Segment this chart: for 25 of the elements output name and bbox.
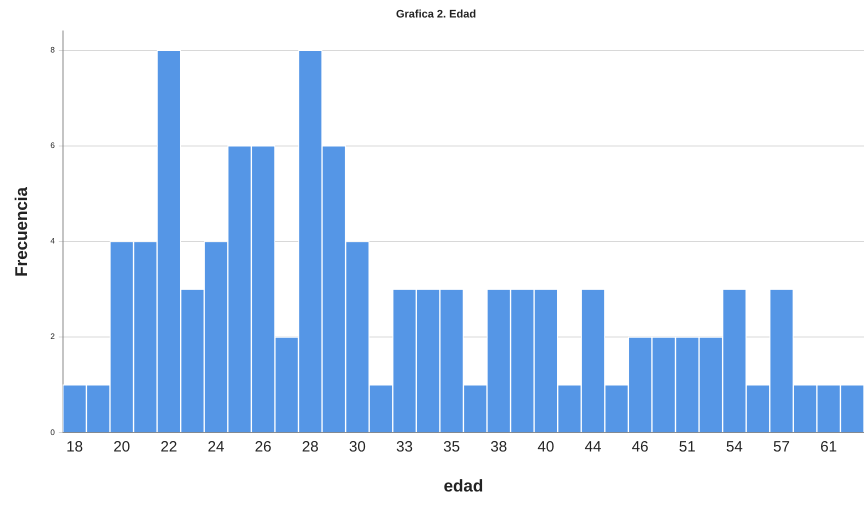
x-tick-label: 54 [726, 438, 743, 456]
x-tick-label: 33 [396, 438, 413, 456]
y-tick-label: 4 [50, 236, 56, 246]
x-tick-label: 38 [490, 438, 508, 456]
x-tick-label: 26 [254, 438, 272, 456]
y-tick-label: 8 [50, 46, 56, 55]
x-tick-label: 40 [538, 438, 554, 456]
x-axis-title: edad [444, 476, 484, 496]
x-tick-label: 20 [113, 438, 130, 456]
y-axis-title: Frecuencia [12, 186, 31, 277]
x-tick-label: 61 [820, 438, 837, 456]
x-tick-label: 46 [632, 438, 648, 456]
x-tick-label: 44 [584, 438, 602, 456]
x-tick-label: 18 [66, 438, 83, 456]
x-tick-label: 22 [160, 438, 178, 456]
x-tick-label: 30 [349, 438, 366, 456]
x-tick-label: 24 [208, 438, 224, 456]
x-tick-label: 35 [443, 438, 460, 456]
y-tick-label: 2 [50, 332, 56, 342]
x-tick-label: 51 [678, 438, 696, 456]
x-tick-label: 57 [773, 438, 790, 456]
chart-title: Grafica 2. Edad [396, 8, 476, 21]
x-tick-label: 28 [302, 438, 319, 456]
y-tick-label: 0 [50, 428, 56, 437]
y-tick-label: 6 [50, 141, 56, 150]
